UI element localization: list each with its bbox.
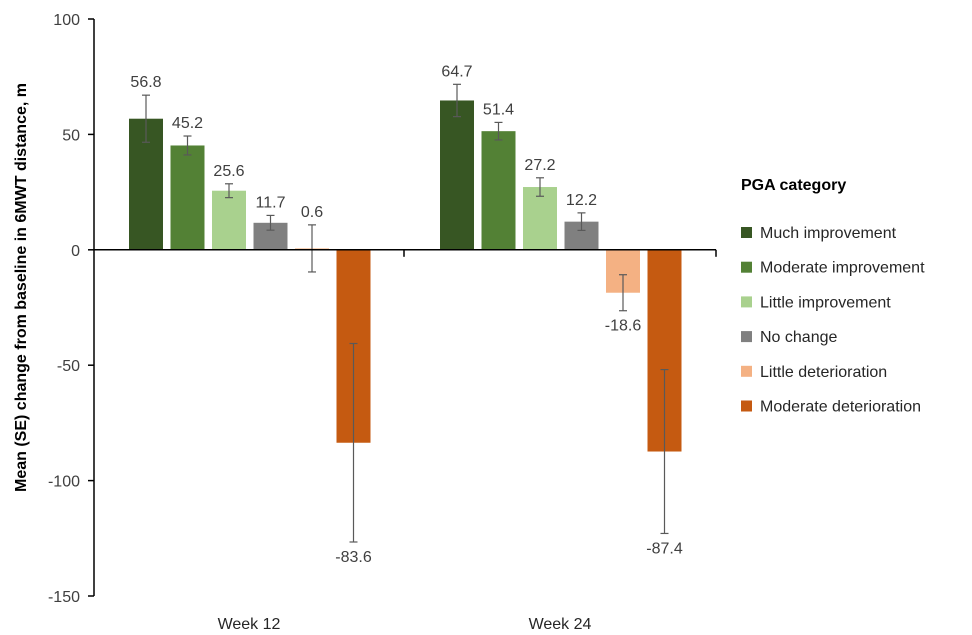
data-label: 56.8 [130, 74, 161, 91]
legend-label: Moderate deterioration [760, 399, 921, 416]
data-label: -83.6 [335, 549, 372, 566]
legend-swatch [741, 261, 752, 273]
legend-swatch [741, 400, 752, 412]
legend-swatch [741, 365, 752, 377]
y-tick-label: -50 [57, 358, 80, 375]
legend-label: No change [760, 329, 837, 346]
y-tick-label: 0 [71, 243, 80, 260]
legend-swatch [741, 331, 752, 343]
legend-swatch [741, 227, 752, 238]
data-label: 45.2 [172, 115, 203, 132]
category-label: Week 12 [218, 616, 281, 633]
bar [212, 190, 246, 250]
legend-label: Little deterioration [760, 364, 887, 381]
y-tick-label: 50 [62, 127, 80, 144]
bars-layer [129, 100, 682, 452]
data-label: 64.7 [441, 63, 472, 80]
legend-title: PGA category [741, 177, 846, 194]
data-label: 0.6 [301, 204, 323, 221]
legend-label: Much improvement [760, 225, 897, 242]
legend-label: Little improvement [760, 294, 891, 311]
category-labels: Week 12 Week 24 [218, 616, 592, 633]
y-tick-label: 100 [53, 12, 80, 29]
data-label: -87.4 [646, 540, 683, 557]
legend-label: Moderate improvement [760, 260, 925, 277]
data-label: 25.6 [213, 163, 244, 180]
data-label: 11.7 [256, 194, 286, 211]
category-label: Week 24 [529, 616, 592, 633]
y-axis-title: Mean (SE) change from baseline in 6MWT d… [13, 83, 30, 492]
error-bars-layer [142, 83, 669, 543]
axes-layer [88, 18, 717, 597]
bar [170, 145, 205, 250]
data-labels: 56.8 64.7 45.2 51.4 25.6 27.2 11.7 12.2 0.6 -18.6… [130, 63, 682, 566]
bar [481, 131, 516, 250]
data-label: 27.2 [524, 157, 555, 174]
legend: PGA category Much improvement Moderate im… [741, 177, 925, 416]
bar [440, 100, 474, 250]
data-label: 51.4 [483, 101, 514, 118]
data-label: 12.2 [566, 192, 597, 209]
data-label: -18.6 [605, 318, 642, 335]
y-tick-labels: 100 50 0 -50 -100 -150 [48, 12, 80, 606]
legend-swatch [741, 296, 752, 308]
y-tick-label: -100 [48, 474, 80, 491]
y-tick-label: -150 [48, 589, 80, 606]
bar [523, 187, 557, 250]
